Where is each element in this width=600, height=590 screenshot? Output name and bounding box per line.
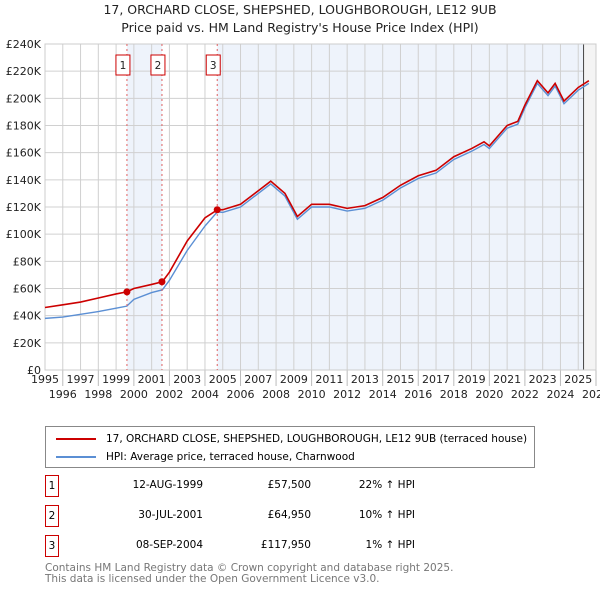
sale-label: 1 [120, 60, 127, 72]
x-tick-label: 2013 [351, 373, 379, 386]
x-tick-label: 2009 [280, 373, 308, 386]
sale-label-box [115, 54, 131, 76]
transaction-price: £117,950 [260, 539, 311, 551]
x-tick-label: 2023 [529, 373, 557, 386]
sale-point [123, 288, 131, 296]
series-line [44, 82, 590, 320]
y-tick-label: £200K [6, 92, 42, 105]
sale-label-box [205, 54, 221, 76]
x-tick-label: 1998 [84, 388, 112, 401]
x-tick-label: 2026 [582, 388, 600, 401]
sale-label-box [150, 54, 166, 76]
sale-point [213, 206, 221, 214]
x-tick-label: 2017 [422, 373, 450, 386]
series-line [44, 79, 590, 309]
sale-label: 3 [210, 60, 217, 72]
x-tick-label: 2020 [475, 388, 503, 401]
legend-red-label: 17, ORCHARD CLOSE, SHEPSHED, LOUGHBOROUG… [106, 433, 528, 445]
y-tick-label: £100K [6, 228, 42, 241]
transaction-date: 12-AUG-1999 [132, 479, 203, 491]
transaction-hpi-diff: 22% ↑ HPI [358, 479, 415, 491]
transaction-number: 3 [45, 535, 59, 557]
legend: 17, ORCHARD CLOSE, SHEPSHED, LOUGHBOROUG… [45, 426, 535, 468]
price-chart: 1995 1996 1997 1998 1999 2000 2001 2002 2003 2004… [6, 38, 600, 401]
transaction-hpi-diff: 1% ↑ HPI [365, 539, 415, 551]
y-tick-label: £120K [6, 201, 42, 214]
x-tick-label: 2021 [493, 373, 521, 386]
legend-blue-line [56, 456, 96, 458]
x-tick-label: 2018 [440, 388, 468, 401]
y-tick-label: £0 [27, 364, 41, 377]
footer: Contains HM Land Registry data © Crown c… [45, 563, 453, 585]
transaction-row: 1 12-AUG-1999 £57,500 22% ↑ HPI [45, 475, 600, 497]
plot-frame [44, 43, 597, 371]
sale-point [158, 278, 166, 286]
transaction-number: 1 [45, 475, 59, 497]
x-tick-label: 2004 [191, 388, 219, 401]
legend-red-line [56, 438, 96, 440]
x-tick-label: 2016 [404, 388, 432, 401]
x-tick-label: 1997 [67, 373, 95, 386]
x-tick-label: 1995 [31, 373, 59, 386]
x-tick-label: 2002 [155, 388, 183, 401]
transaction-price: £57,500 [267, 479, 311, 491]
transaction-date: 30-JUL-2001 [138, 509, 203, 521]
x-tick-label: 2015 [386, 373, 414, 386]
y-tick-label: £160K [6, 147, 42, 160]
x-tick-label: 2008 [262, 388, 290, 401]
transaction-number: 2 [45, 505, 59, 527]
x-tick-label: 2014 [369, 388, 397, 401]
y-tick-label: £240K [6, 38, 42, 51]
transaction-hpi-diff: 10% ↑ HPI [358, 509, 415, 521]
y-tick-label: £180K [6, 120, 42, 133]
x-tick-label: 2022 [511, 388, 539, 401]
x-tick-label: 2001 [138, 373, 166, 386]
y-tick-label: £60K [13, 283, 42, 296]
future-hatch [583, 44, 596, 370]
x-tick-label: 2019 [458, 373, 486, 386]
sale-label: 2 [155, 60, 162, 72]
y-tick-label: £80K [13, 255, 42, 268]
x-tick-label: 2024 [546, 388, 574, 401]
footer-line-2: This data is licensed under the Open Gov… [45, 573, 380, 585]
x-tick-label: 2011 [315, 373, 343, 386]
x-tick-label: 2006 [227, 388, 255, 401]
y-tick-label: £40K [13, 310, 42, 323]
legend-blue-label: HPI: Average price, terraced house, Char… [106, 451, 355, 463]
y-tick-label: £140K [6, 174, 42, 187]
y-tick-label: £20K [13, 337, 42, 350]
x-tick-label: 2010 [298, 388, 326, 401]
chart-subtitle: Price paid vs. HM Land Registry's House … [121, 20, 479, 35]
chart-title: 17, ORCHARD CLOSE, SHEPSHED, LOUGHBOROUG… [103, 2, 497, 17]
x-tick-label: 2012 [333, 388, 361, 401]
x-tick-label: 2007 [244, 373, 272, 386]
footer-line-1: Contains HM Land Registry data © Crown c… [45, 562, 454, 574]
transaction-price: £64,950 [267, 509, 311, 521]
y-tick-label: £220K [6, 65, 42, 78]
x-tick-label: 2005 [209, 373, 237, 386]
x-tick-label: 2003 [173, 373, 201, 386]
x-tick-label: 1999 [102, 373, 130, 386]
transaction-date: 08-SEP-2004 [135, 539, 203, 551]
transaction-row: 2 30-JUL-2001 £64,950 10% ↑ HPI [45, 505, 600, 527]
x-tick-label: 2025 [564, 373, 592, 386]
x-tick-label: 2000 [120, 388, 148, 401]
transaction-row: 3 08-SEP-2004 £117,950 1% ↑ HPI [45, 535, 600, 557]
x-tick-label: 1996 [49, 388, 77, 401]
